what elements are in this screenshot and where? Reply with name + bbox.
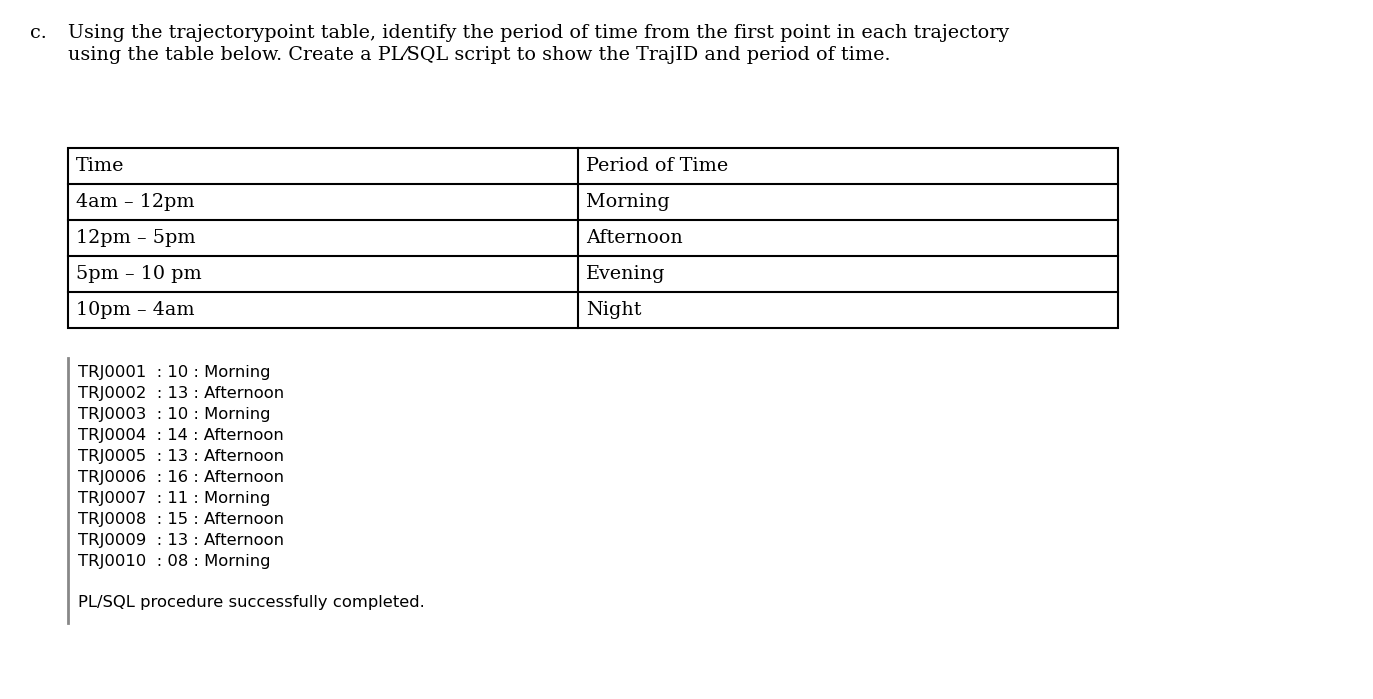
Text: 5pm – 10 pm: 5pm – 10 pm [76, 265, 202, 283]
Text: Time: Time [76, 157, 125, 175]
Text: TRJ0006  : 16 : Afternoon: TRJ0006 : 16 : Afternoon [78, 470, 284, 485]
Text: Afternoon: Afternoon [586, 229, 682, 247]
Text: TRJ0010  : 08 : Morning: TRJ0010 : 08 : Morning [78, 554, 270, 569]
Text: TRJ0009  : 13 : Afternoon: TRJ0009 : 13 : Afternoon [78, 533, 284, 548]
Text: Using the trajectorypoint table, identify the period of time from the first poin: Using the trajectorypoint table, identif… [69, 24, 1009, 42]
Text: c.: c. [30, 24, 47, 42]
Text: Evening: Evening [586, 265, 666, 283]
Text: 12pm – 5pm: 12pm – 5pm [76, 229, 195, 247]
Text: Period of Time: Period of Time [586, 157, 728, 175]
Text: TRJ0004  : 14 : Afternoon: TRJ0004 : 14 : Afternoon [78, 428, 284, 443]
Text: PL/SQL procedure successfully completed.: PL/SQL procedure successfully completed. [78, 595, 424, 610]
Text: TRJ0001  : 10 : Morning: TRJ0001 : 10 : Morning [78, 365, 270, 380]
Text: 4am – 12pm: 4am – 12pm [76, 193, 195, 211]
Text: using the table below. Create a PL⁄SQL script to show the TrajID and period of t: using the table below. Create a PL⁄SQL s… [69, 46, 891, 64]
Text: TRJ0003  : 10 : Morning: TRJ0003 : 10 : Morning [78, 408, 270, 422]
Bar [69, 148, 1118, 328]
Text: Morning: Morning [586, 193, 670, 211]
Text: TRJ0002  : 13 : Afternoon: TRJ0002 : 13 : Afternoon [78, 387, 284, 401]
Text: TRJ0005  : 13 : Afternoon: TRJ0005 : 13 : Afternoon [78, 449, 284, 464]
Text: TRJ0008  : 15 : Afternoon: TRJ0008 : 15 : Afternoon [78, 512, 284, 527]
Text: 10pm – 4am: 10pm – 4am [76, 301, 195, 319]
Text: Night: Night [586, 301, 641, 319]
Text: TRJ0007  : 11 : Morning: TRJ0007 : 11 : Morning [78, 491, 270, 506]
